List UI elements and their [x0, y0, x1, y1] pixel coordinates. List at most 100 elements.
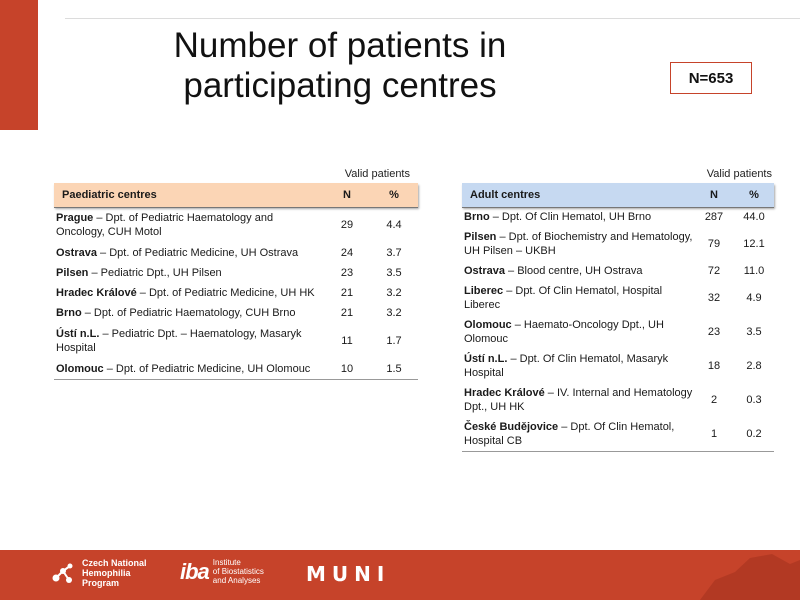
- centre-dept: – Dpt. Of Clin Hematol, UH Brno: [489, 211, 652, 224]
- centre-city: Pilsen: [464, 231, 497, 243]
- iba-line-3: and Analyses: [212, 576, 261, 585]
- n-cell: 23: [340, 267, 354, 279]
- n-cell: 79: [707, 238, 721, 250]
- percent-cell: 1.7: [386, 335, 402, 347]
- column-header-percent: %: [389, 188, 399, 201]
- table-row: Ústí n.L. – Dpt. Of Clin Hematol, Masary…: [462, 349, 774, 383]
- percent-cell: 3.7: [386, 247, 402, 259]
- adult-table: Adult centres N % Brno – Dpt. Of Clin He…: [462, 183, 774, 452]
- muni-logo: MUNI: [306, 562, 391, 586]
- n-cell: 2: [710, 394, 718, 406]
- centre-dept: – Dpt. of Pediatric Medicine, UH Ostrava: [96, 247, 299, 259]
- column-header-centre: Adult centres: [470, 188, 541, 201]
- n-cell: 24: [340, 247, 354, 259]
- centre-city: Brno: [464, 211, 490, 224]
- centre-cell: České Budějovice – Dpt. Of Clin Hematol,…: [462, 417, 694, 451]
- n-cell: 72: [707, 265, 721, 277]
- molecule-icon: [52, 563, 73, 583]
- chp-line-1: Czech National: [82, 558, 147, 568]
- centre-dept: – Haemato-Oncology Dpt., UH Olomouc: [464, 319, 664, 345]
- n-cell: 287: [704, 211, 724, 224]
- centre-cell: Liberec – Dpt. Of Clin Hematol, Hospital…: [462, 281, 694, 315]
- centre-city: České Budějovice: [464, 420, 559, 433]
- centre-dept: – Dpt. of Pediatric Medicine, UH HK: [136, 287, 315, 299]
- centre-dept: – Dpt. of Pediatric Haematology and Onco…: [56, 212, 274, 239]
- centre-dept: – IV. Internal and Hematology Dpt., UH H…: [464, 387, 693, 413]
- table-row: Ostrava – Dpt. of Pediatric Medicine, UH…: [54, 243, 418, 263]
- centre-cell: Ústí n.L. – Pediatric Dpt. – Haematology…: [54, 323, 324, 359]
- centre-city: Prague: [56, 212, 94, 225]
- n-cell: 21: [340, 287, 354, 299]
- iba-logo-icon: iba: [180, 558, 210, 584]
- table-row: Olomouc – Dpt. of Pediatric Medicine, UH…: [54, 359, 418, 379]
- table-row: Olomouc – Haemato-Oncology Dpt., UH Olom…: [462, 315, 774, 349]
- centre-cell: Olomouc – Haemato-Oncology Dpt., UH Olom…: [462, 315, 694, 349]
- centre-cell: Pilsen – Pediatric Dpt., UH Pilsen: [54, 263, 324, 283]
- centre-city: Ostrava: [56, 247, 97, 259]
- n-cell: 18: [707, 360, 721, 372]
- centre-dept: – Dpt. of Biochemistry and Hematology, U…: [464, 231, 693, 257]
- paediatric-table-block: Valid patients Paediatric centres N % Pr…: [54, 165, 418, 380]
- centre-city: Ústí n.L.: [56, 328, 100, 340]
- table-row: Liberec – Dpt. Of Clin Hematol, Hospital…: [462, 281, 774, 315]
- percent-cell: 0.3: [746, 394, 762, 406]
- percent-cell: 12.1: [743, 238, 765, 250]
- n-cell: 21: [340, 307, 354, 319]
- adult-table-block: Valid patients Adult centres N % Brno – …: [462, 165, 774, 452]
- chp-line-3: Program: [82, 578, 120, 588]
- table-row: Brno – Dpt. of Pediatric Haematology, CU…: [54, 303, 418, 323]
- centre-cell: Hradec Králové – IV. Internal and Hemato…: [462, 383, 694, 417]
- table-row: České Budějovice – Dpt. Of Clin Hematol,…: [462, 417, 774, 451]
- percent-cell: 3.5: [386, 267, 402, 279]
- percent-cell: 4.9: [746, 292, 762, 304]
- percent-cell: 3.2: [386, 287, 402, 299]
- centre-city: Ostrava: [464, 265, 505, 277]
- centre-cell: Hradec Králové – Dpt. of Pediatric Medic…: [54, 283, 324, 303]
- centre-city: Pilsen: [56, 267, 89, 279]
- centre-cell: Brno – Dpt. of Pediatric Haematology, CU…: [54, 303, 324, 323]
- centre-cell: Pilsen – Dpt. of Biochemistry and Hemato…: [462, 227, 694, 261]
- table-row: Hradec Králové – Dpt. of Pediatric Medic…: [54, 283, 418, 303]
- centre-dept: – Dpt. Of Clin Hematol, Hospital CB: [464, 420, 675, 447]
- percent-cell: 1.5: [386, 362, 402, 375]
- footer-bar: Czech National Hemophilia Program iba In…: [0, 550, 800, 600]
- percent-cell: 44.0: [743, 211, 765, 224]
- slide-title: Number of patients in participating cent…: [173, 26, 507, 105]
- table-row: Pilsen – Dpt. of Biochemistry and Hemato…: [462, 227, 774, 261]
- centre-cell: Brno – Dpt. Of Clin Hematol, UH Brno: [462, 207, 694, 227]
- centre-cell: Ústí n.L. – Dpt. Of Clin Hematol, Masary…: [462, 349, 694, 383]
- table-row: Ostrava – Blood centre, UH Ostrava 72 11…: [462, 261, 774, 281]
- percent-cell: 3.5: [746, 326, 762, 338]
- table-row: Hradec Králové – IV. Internal and Hemato…: [462, 383, 774, 417]
- column-header-percent: %: [749, 188, 759, 201]
- percent-cell: 0.2: [746, 427, 762, 440]
- adult-header-row: Adult centres N %: [462, 183, 774, 207]
- n-cell: 10: [340, 362, 354, 375]
- table-row: Brno – Dpt. Of Clin Hematol, UH Brno 287…: [462, 207, 774, 227]
- column-header-n: N: [343, 188, 351, 201]
- adult-valid-label: Valid patients: [706, 168, 772, 180]
- centre-city: Olomouc: [56, 362, 104, 375]
- centre-dept: – Dpt. of Pediatric Medicine, UH Olomouc: [103, 362, 311, 375]
- centre-city: Liberec: [464, 285, 504, 297]
- percent-cell: 2.8: [746, 360, 762, 372]
- centre-dept: – Dpt. Of Clin Hematol, Masaryk Hospital: [464, 353, 669, 379]
- table-row: Prague – Dpt. of Pediatric Haematology a…: [54, 207, 418, 243]
- top-divider: [65, 18, 800, 19]
- paediatric-valid-label: Valid patients: [344, 168, 410, 180]
- centre-cell: Ostrava – Blood centre, UH Ostrava: [462, 261, 694, 281]
- centre-cell: Prague – Dpt. of Pediatric Haematology a…: [54, 207, 324, 243]
- paediatric-table: Paediatric centres N % Prague – Dpt. of …: [54, 183, 418, 380]
- accent-bar: [0, 0, 38, 130]
- centre-city: Olomouc: [464, 319, 512, 331]
- centre-cell: Ostrava – Dpt. of Pediatric Medicine, UH…: [54, 243, 324, 263]
- centre-cell: Olomouc – Dpt. of Pediatric Medicine, UH…: [54, 359, 324, 379]
- total-patients-badge: N=653: [670, 62, 752, 94]
- column-header-n: N: [710, 188, 718, 201]
- centre-city: Hradec Králové: [56, 287, 137, 299]
- centre-dept: – Dpt. of Pediatric Haematology, CUH Brn…: [81, 307, 296, 319]
- chp-logo: Czech National Hemophilia Program: [50, 558, 147, 588]
- iba-line-2: of Biostatistics: [212, 567, 264, 576]
- paediatric-header-row: Paediatric centres N %: [54, 183, 418, 207]
- n-cell: 32: [707, 292, 721, 304]
